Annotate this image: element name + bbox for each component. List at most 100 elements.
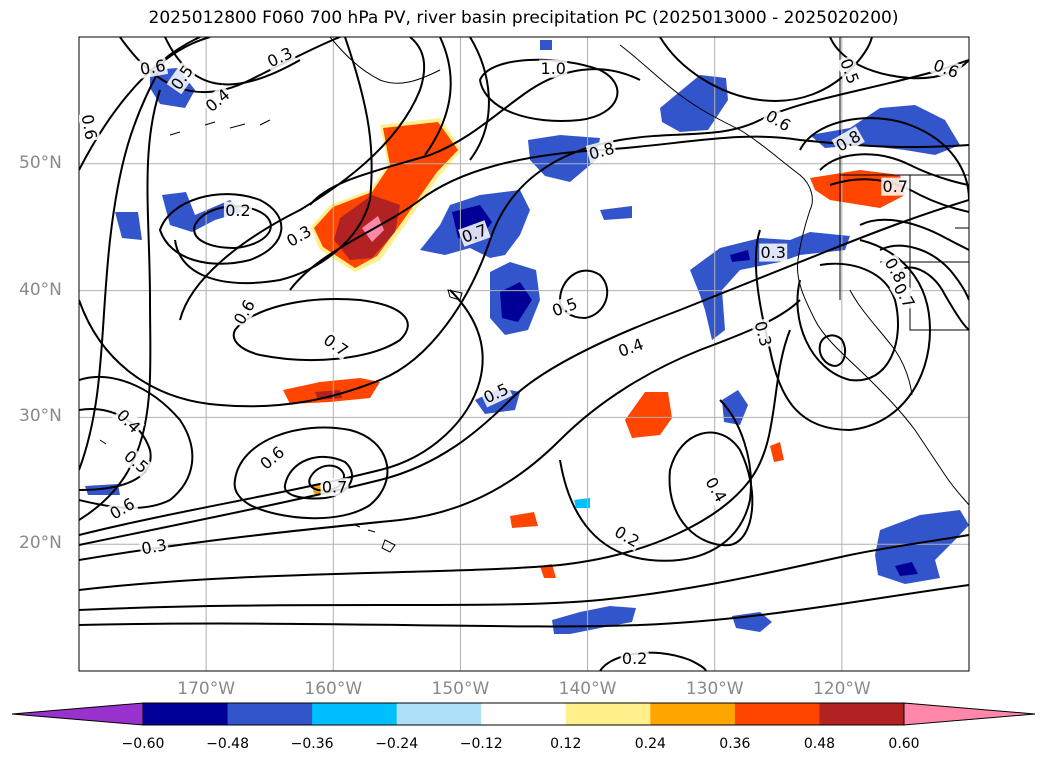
pv-contour <box>79 37 211 471</box>
pv-contour <box>668 431 754 547</box>
colorbar-tick-label: −0.36 <box>290 736 334 752</box>
contour-label-bg <box>831 126 865 156</box>
pv-contour <box>819 153 969 186</box>
shade-positive <box>540 564 556 578</box>
map-frame <box>78 36 970 672</box>
pv-contour <box>818 334 847 368</box>
pv-contour <box>79 199 969 546</box>
colorbar-cell <box>734 703 820 725</box>
pv-contour <box>79 534 969 611</box>
latitude-label: 50°N <box>19 152 62 173</box>
pv-contour <box>478 58 619 122</box>
coastline <box>99 439 107 445</box>
coastline <box>447 289 463 301</box>
shade-negative <box>600 206 632 220</box>
longitude-label: 170°W <box>177 679 236 699</box>
coastline <box>849 289 913 396</box>
contour-label-bg <box>223 201 252 220</box>
contour-label-text: 1.0 <box>541 59 566 78</box>
contour-label-bg <box>105 493 139 524</box>
pv-contour <box>829 178 969 213</box>
pv-contour <box>79 299 801 561</box>
coastline <box>354 524 376 533</box>
colorbar-cell <box>396 703 482 725</box>
contour-label: 0.6 <box>137 56 169 79</box>
pv-contour <box>754 229 932 432</box>
contour-label-text: 0.6 <box>78 113 101 141</box>
contour-label-bg <box>255 442 289 474</box>
shade-negative <box>660 75 728 132</box>
pv-contour <box>79 329 791 591</box>
shade-positive <box>510 512 538 528</box>
pv-contour <box>233 426 389 520</box>
contour-label-text: 0.3 <box>760 243 785 262</box>
contour-label-bg <box>881 177 910 196</box>
pv-contour <box>283 455 354 500</box>
latitude-label: 30°N <box>19 406 62 427</box>
longitude-label: 160°W <box>304 679 363 699</box>
contour-label-bg <box>138 535 170 559</box>
shade-negative <box>722 390 748 425</box>
coastline <box>909 175 969 331</box>
pv-contour <box>796 262 899 382</box>
colorbar-tick-label: −0.48 <box>206 736 249 752</box>
longitude-label: 140°W <box>558 679 617 699</box>
figure-title: 2025012800 F060 700 hPa PV, river basin … <box>148 8 899 28</box>
longitude-label: 120°W <box>812 679 871 699</box>
contour-label-bg <box>263 43 297 72</box>
contour-label: 0.2 <box>223 201 252 220</box>
contour-label-bg <box>750 317 776 350</box>
pv-contour <box>193 205 272 250</box>
contour-label: 1.0 <box>539 59 568 78</box>
colorbar-cell <box>227 703 313 725</box>
contour-label-bg <box>166 60 198 95</box>
pv-contour <box>79 89 161 521</box>
contour-label-bg <box>539 59 568 78</box>
contour-label-bg <box>79 111 101 143</box>
colorbar-cell <box>650 703 736 725</box>
pv-contour <box>859 218 969 251</box>
contour-label: 0.3 <box>138 535 170 559</box>
shade-negative <box>690 232 850 340</box>
shade-negative <box>162 192 242 232</box>
pv-contour <box>799 117 969 201</box>
pv-contour <box>559 399 752 562</box>
colorbar-tick-label: 0.12 <box>550 736 582 752</box>
contour-label-bg <box>201 84 235 117</box>
colorbar-tick-label: −0.24 <box>375 736 419 752</box>
longitude-label: 130°W <box>685 679 744 699</box>
colorbar-tick-label: −0.60 <box>121 736 165 752</box>
longitude-label: 150°W <box>431 679 490 699</box>
pv-contour <box>599 651 707 671</box>
colorbar-cell <box>143 703 229 725</box>
shade-negative <box>115 212 142 240</box>
latitude-label: 20°N <box>19 533 62 554</box>
colorbar-tick-label: 0.60 <box>888 736 920 752</box>
pv-contour <box>79 59 969 408</box>
contour-label-bg <box>112 404 145 438</box>
contour-label-bg <box>282 221 316 251</box>
colorbar <box>11 702 1036 726</box>
colorbar-frame <box>142 702 905 726</box>
contour-label-bg <box>137 56 169 79</box>
colorbar-extend-high <box>903 702 1036 726</box>
contour-label-text: 0.3 <box>140 535 168 558</box>
contour-label-bg <box>548 293 581 321</box>
colorbar-cell <box>819 703 905 725</box>
shade-negative <box>574 498 590 508</box>
contour-label: 0.5 <box>836 55 863 88</box>
contour-label: 0.2 <box>620 649 649 668</box>
latitude-label: 40°N <box>19 279 62 300</box>
contour-label-text: 0.2 <box>622 649 647 668</box>
shade-positive <box>770 442 784 462</box>
contour-label-bg <box>458 220 491 247</box>
contour-label-bg <box>320 478 349 497</box>
coastline <box>619 44 969 506</box>
pv-contour <box>79 289 484 536</box>
contour-label-bg <box>759 243 788 262</box>
contour-label-bg <box>880 253 911 287</box>
pv-contour <box>424 37 452 156</box>
pv-contour <box>79 37 201 171</box>
colorbar-tick-label: 0.48 <box>803 736 836 752</box>
